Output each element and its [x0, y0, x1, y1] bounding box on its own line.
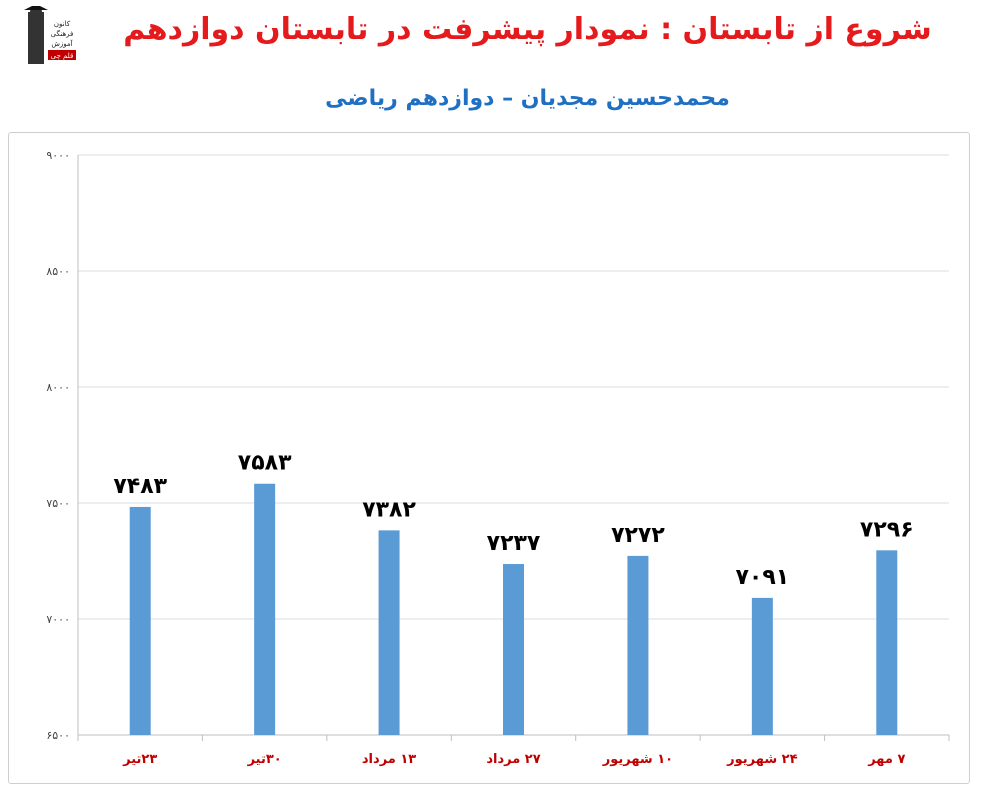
logo-cap	[24, 6, 48, 10]
data-label: ۷۰۹۱	[735, 565, 789, 590]
bar	[876, 550, 898, 735]
bar	[751, 597, 773, 735]
data-label: ۷۲۷۲	[611, 523, 665, 548]
y-tick-label: ۷۵۰۰	[46, 497, 70, 510]
y-tick-label: ۶۵۰۰	[46, 729, 70, 742]
logo-text-line: آموزش	[51, 39, 73, 48]
x-tick-label: ۷ مهر	[867, 752, 905, 767]
logo-badge-text: قلم چی	[51, 52, 74, 60]
page-title: شروع از تابستان : نمودار پیشرفت در تابست…	[123, 12, 932, 47]
logo-badge	[48, 50, 76, 60]
logo-text-line: فرهنگی	[51, 29, 74, 38]
x-tick-label: ۳۰تیر	[247, 752, 282, 767]
x-tick-label: ۲۷ مرداد	[486, 752, 540, 767]
data-label: ۷۲۹۶	[860, 517, 914, 542]
data-label: ۷۲۳۷	[487, 531, 541, 556]
bar	[129, 506, 151, 735]
x-tick-label: ۱۰ شهریور	[602, 752, 673, 767]
y-tick-label: ۹۰۰۰	[46, 149, 70, 162]
x-tick-label: ۲۴ شهریور	[726, 752, 797, 767]
data-label: ۷۳۸۲	[362, 497, 416, 522]
page-subtitle: محمدحسین مجدیان – دوازدهم ریاضی	[325, 86, 730, 111]
logo: کانون فرهنگی آموزش قلم چی	[24, 6, 76, 64]
y-tick-label: ۸۵۰۰	[46, 265, 70, 278]
data-label: ۷۵۸۳	[238, 451, 292, 476]
bar	[503, 564, 524, 735]
bar-chart: ۶۵۰۰ ۷۰۰۰ ۷۵۰۰ ۸۰۰۰ ۸۵۰۰ ۹۰۰۰ ۷۴۸۳ ۲۳تیر ۷۵۸۳ ۳۰ت…	[46, 149, 950, 767]
bar	[627, 555, 649, 735]
chart-frame: ۶۵۰۰ ۷۰۰۰ ۷۵۰۰ ۸۰۰۰ ۸۵۰۰ ۹۰۰۰ ۷۴۸۳ ۲۳تیر ۷۵۸۳ ۳۰ت…	[8, 132, 970, 784]
bar	[254, 483, 276, 735]
logo-text-line: کانون	[54, 20, 71, 28]
y-tick-label: ۸۰۰۰	[46, 381, 70, 394]
data-label: ۷۴۸۳	[113, 474, 167, 499]
bar	[378, 530, 400, 735]
y-tick-label: ۷۰۰۰	[46, 613, 70, 626]
x-tick-label: ۲۳تیر	[122, 752, 157, 767]
x-tick-label: ۱۳ مرداد	[362, 752, 416, 767]
logo-figure	[28, 12, 44, 64]
